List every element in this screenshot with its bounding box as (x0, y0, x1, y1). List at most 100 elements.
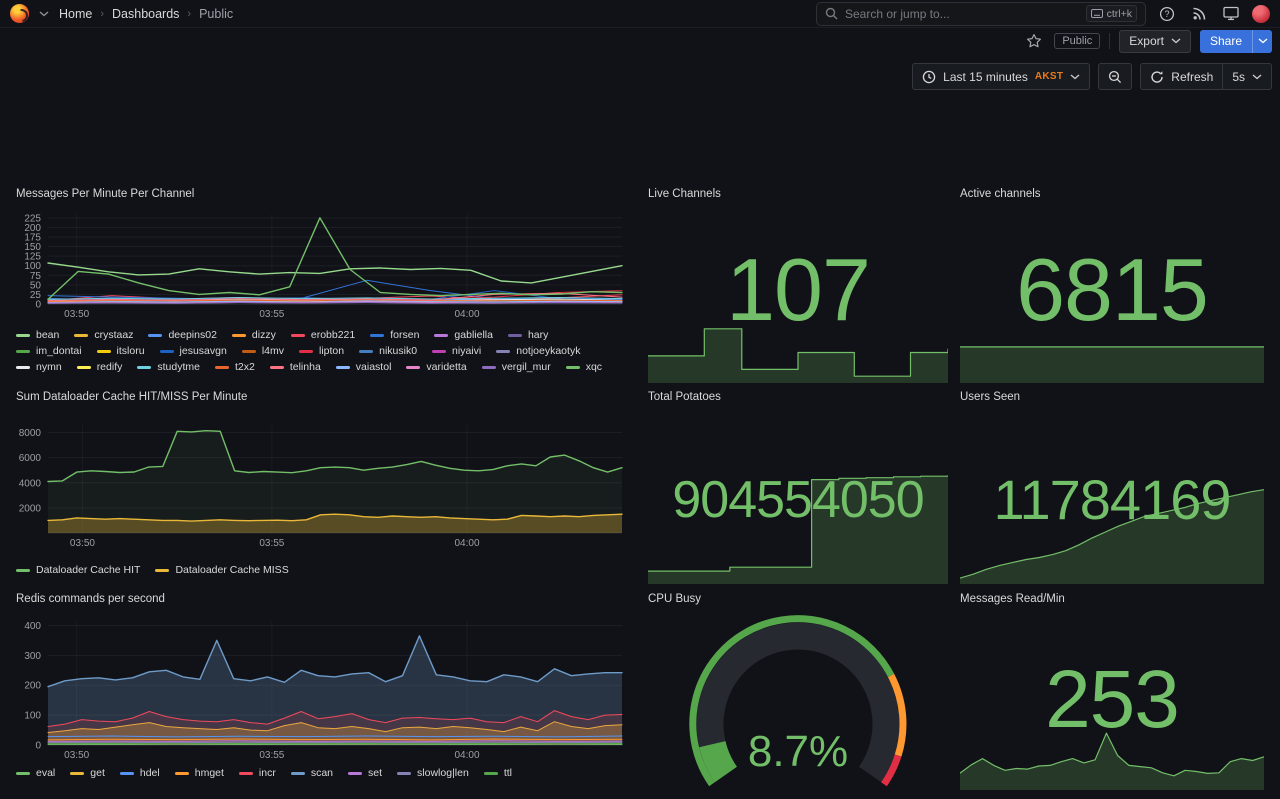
legend-label: get (90, 767, 105, 779)
legend-item[interactable]: nymn (16, 361, 62, 373)
legend-item[interactable]: Dataloader Cache MISS (155, 564, 289, 576)
legend-item[interactable]: vaiastol (335, 361, 391, 373)
star-dashboard-button[interactable] (1023, 30, 1045, 52)
legend-item[interactable]: eval (16, 767, 55, 779)
svg-text:100: 100 (24, 261, 41, 272)
legend-item[interactable]: erobb221 (290, 329, 355, 341)
legend-item[interactable]: hdel (119, 767, 160, 779)
legend-item[interactable]: im_dontai (16, 345, 82, 357)
panel-title-live-channels[interactable]: Live Channels (648, 188, 721, 200)
legend-item[interactable]: forsen (370, 329, 419, 341)
kiosk-mode-button[interactable] (1220, 3, 1242, 25)
legend-item[interactable]: redify (76, 361, 122, 373)
sparkline-messages-read[interactable] (959, 729, 1265, 790)
svg-text:03:55: 03:55 (259, 309, 284, 320)
legend-item[interactable]: lipton (299, 345, 344, 357)
legend-swatch (16, 349, 30, 353)
user-avatar[interactable] (1252, 4, 1270, 23)
legend-swatch (119, 771, 134, 775)
legend-label: lipton (319, 345, 345, 357)
svg-text:175: 175 (24, 232, 41, 243)
legend-item[interactable]: vergil_mur (481, 361, 551, 373)
legend-label: im_dontai (36, 345, 82, 357)
timeseries-messages-per-minute[interactable]: 0 25 50 75 100 125 150 175 200 225 03:50 03:55 04:00 (16, 209, 628, 321)
legend-item[interactable]: dizzy (231, 329, 276, 341)
refresh-interval: 5s (1232, 69, 1245, 84)
legend-item[interactable]: niyaivi (432, 345, 481, 357)
search-icon (825, 7, 838, 20)
org-switcher-caret-icon[interactable] (39, 10, 49, 17)
svg-text:04:00: 04:00 (455, 538, 480, 549)
legend-label: Dataloader Cache HIT (36, 564, 141, 576)
legend-item[interactable]: studytme (137, 361, 200, 373)
sparkline-users-seen[interactable] (959, 481, 1265, 584)
legend-item[interactable]: hary (507, 329, 548, 341)
timeseries-redis[interactable]: 0 100 200 300 400 03:50 03:55 04:00 (16, 616, 628, 762)
svg-text:200: 200 (24, 681, 41, 692)
legend-swatch (335, 365, 350, 369)
legend-label: set (368, 767, 383, 779)
legend-item[interactable]: varidetta (406, 361, 467, 373)
legend-label: scan (310, 767, 334, 779)
legend-item[interactable]: jesusavgn (159, 345, 227, 357)
breadcrumb-dashboards[interactable]: Dashboards (112, 6, 180, 21)
svg-text:0: 0 (35, 300, 41, 311)
panel-title-messages-read[interactable]: Messages Read/Min (960, 593, 1065, 605)
legend-item[interactable]: slowlog|len (397, 767, 469, 779)
sparkline-total-potatoes[interactable] (647, 467, 949, 584)
legend-item[interactable]: hmget (174, 767, 224, 779)
panel-title-messages-per-minute[interactable]: Messages Per Minute Per Channel (16, 188, 195, 200)
legend-item[interactable]: gabliella (434, 329, 493, 341)
legend-swatch (432, 349, 447, 353)
time-range-picker[interactable]: Last 15 minutes AKST (912, 63, 1091, 90)
legend-item[interactable]: bean (16, 329, 59, 341)
share-button[interactable]: Share (1199, 29, 1252, 53)
legend-item[interactable]: l4mv (241, 345, 284, 357)
legend-item[interactable]: Dataloader Cache HIT (16, 564, 140, 576)
legend-item[interactable]: set (348, 767, 382, 779)
news-button[interactable] (1188, 3, 1210, 25)
legend-item[interactable]: notjoeykaotyk (496, 345, 580, 357)
breadcrumb-home[interactable]: Home (59, 6, 93, 21)
export-button[interactable]: Export (1119, 29, 1191, 53)
legend-item[interactable]: get (70, 767, 105, 779)
legend-item[interactable]: crystaaz (74, 329, 133, 341)
legend-item[interactable]: nikusik0 (359, 345, 417, 357)
panel-title-users-seen[interactable]: Users Seen (960, 391, 1021, 403)
panel-title-total-potatoes[interactable]: Total Potatoes (648, 391, 721, 403)
legend-item[interactable]: telinha (269, 361, 321, 373)
legend-item[interactable]: xqc (565, 361, 602, 373)
sparkline-live-channels[interactable] (647, 321, 949, 383)
legend-item[interactable]: itsloru (96, 345, 145, 357)
zoom-out-time-button[interactable] (1098, 63, 1133, 90)
help-button[interactable]: ? (1156, 3, 1178, 25)
legend-label: ttl (503, 767, 512, 779)
legend-item[interactable]: ttl (483, 767, 512, 779)
legend-item[interactable]: deepins02 (148, 329, 217, 341)
panel-title-active-channels[interactable]: Active channels (960, 188, 1041, 200)
panel-title-redis[interactable]: Redis commands per second (16, 593, 165, 605)
stat-total-potatoes: 904554050 (672, 471, 924, 529)
legend-item[interactable]: scan (290, 767, 334, 779)
svg-text:300: 300 (24, 651, 41, 662)
breadcrumb-separator: › (100, 7, 105, 20)
legend-swatch (16, 333, 30, 337)
svg-text:03:55: 03:55 (259, 750, 284, 761)
svg-text:400: 400 (24, 621, 41, 632)
share-split-button: Share (1199, 29, 1272, 53)
legend-item[interactable]: incr (238, 767, 276, 779)
star-icon (1027, 34, 1042, 48)
svg-text:150: 150 (24, 242, 41, 253)
sparkline-active-channels[interactable] (959, 321, 1265, 383)
legend-label: telinha (289, 361, 321, 373)
timeseries-dataloader[interactable]: 2000 4000 6000 8000 03:50 03:55 04:00 (16, 420, 628, 550)
grafana-logo[interactable] (10, 4, 29, 23)
svg-text:6000: 6000 (19, 453, 42, 464)
legend-swatch (348, 771, 363, 775)
share-menu-button[interactable] (1252, 29, 1272, 53)
panel-title-dataloader[interactable]: Sum Dataloader Cache HIT/MISS Per Minute (16, 391, 248, 403)
search-input[interactable]: Search or jump to... ctrl+k (816, 1, 1146, 26)
panel-title-cpu-busy[interactable]: CPU Busy (648, 593, 702, 605)
refresh-controls[interactable]: Refresh 5s (1140, 63, 1272, 90)
legend-item[interactable]: t2x2 (214, 361, 255, 373)
